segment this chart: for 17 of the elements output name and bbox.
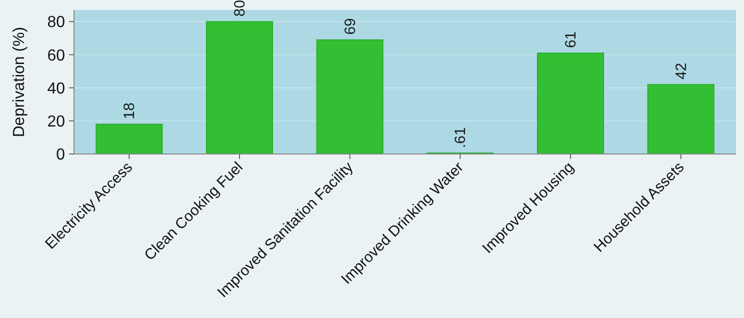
y-tick-label: 20 xyxy=(47,113,66,130)
bar xyxy=(316,39,384,154)
bar xyxy=(206,21,273,154)
data-label: 42 xyxy=(672,62,690,80)
bar xyxy=(96,124,163,154)
y-tick-label: 80 xyxy=(47,14,66,32)
y-tick-label: 60 xyxy=(47,47,66,64)
data-label: 80 xyxy=(232,0,248,17)
bar xyxy=(647,84,714,154)
data-label: 18 xyxy=(121,102,138,120)
data-label: 61 xyxy=(562,31,580,48)
data-label: 69 xyxy=(342,18,359,35)
y-tick-label: 0 xyxy=(56,146,66,164)
y-tick-label: 40 xyxy=(47,80,66,98)
bar xyxy=(537,52,604,154)
y-axis-title: Deprivation (%) xyxy=(11,26,28,138)
data-label: .61 xyxy=(452,127,470,148)
